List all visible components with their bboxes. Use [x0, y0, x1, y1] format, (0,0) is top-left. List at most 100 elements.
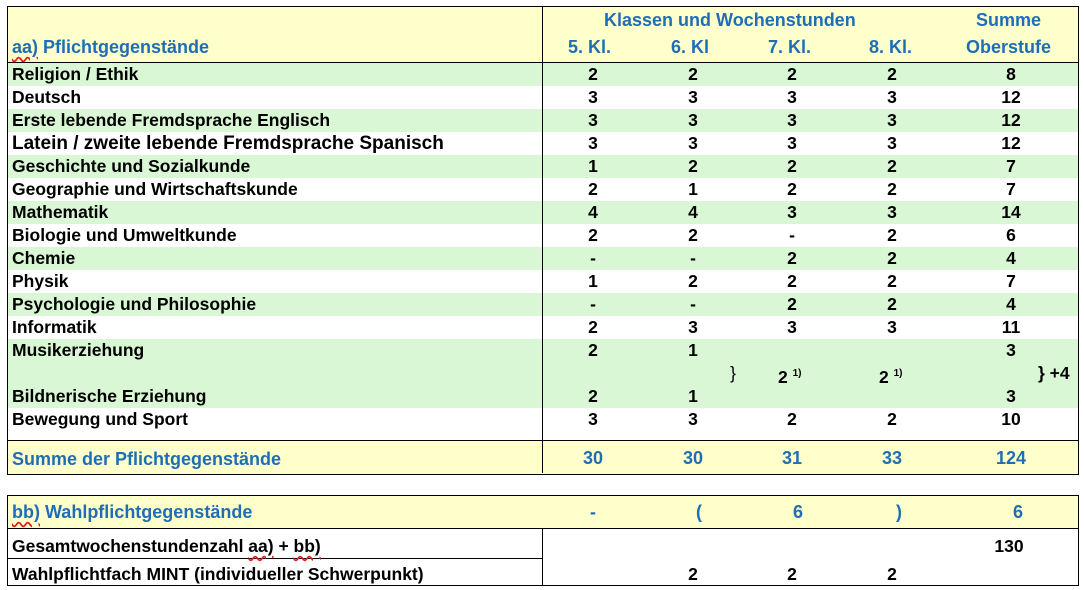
- cell-sum: 8: [1006, 64, 1016, 84]
- subject-label: Chemie: [12, 248, 76, 268]
- cell-k6: 3: [688, 110, 698, 130]
- row-separator: [8, 558, 542, 559]
- elective-label: bb) Wahlpflichtgegenstände: [12, 501, 252, 523]
- art-k5: 2: [588, 386, 598, 406]
- cell-k5: 4: [588, 202, 598, 222]
- sum-extra: } +4: [1038, 363, 1070, 383]
- table-row: Chemie - - 2 2 4: [8, 247, 1078, 270]
- column-header-7: 7. Kl.: [768, 37, 812, 57]
- subject-label: Psychologie und Philosophie: [12, 294, 257, 314]
- total-row: Summe der Pflichtgegenstände 30 30 31 33…: [7, 440, 1079, 475]
- elective-k8: ): [896, 502, 902, 522]
- table-row: Geographie und Wirtschaftskunde 2 1 2 2 7: [8, 178, 1078, 201]
- total-k6: 30: [682, 448, 704, 468]
- mint-k7: 2: [787, 564, 797, 584]
- music-k5: 2: [588, 340, 598, 360]
- merged-k8: 2 1): [879, 362, 903, 389]
- cell-k8: 2: [887, 64, 897, 84]
- cell-k6: 1: [688, 179, 698, 199]
- cell-k6: 2: [688, 271, 698, 291]
- cell-k8: 3: [887, 87, 897, 107]
- cell-k5: 3: [588, 110, 598, 130]
- cell-k7: 3: [787, 110, 797, 130]
- cell-k8: 2: [887, 409, 897, 429]
- subject-label: Biologie und Umweltkunde: [12, 225, 237, 245]
- cell-sum: 7: [1006, 271, 1016, 291]
- grand-total-plus: +: [273, 536, 294, 556]
- subject-label: Geschichte und Sozialkunde: [12, 156, 251, 176]
- cell-k6: -: [690, 294, 696, 314]
- cell-k6: 3: [688, 133, 698, 153]
- cell-k6: 2: [688, 156, 698, 176]
- elective-row: bb) Wahlpflichtgegenstände - ( 6 ) 6: [7, 495, 1079, 529]
- cell-sum: 14: [1001, 202, 1021, 222]
- footnote-mark: 1): [792, 368, 802, 379]
- cell-k7: 2: [787, 156, 797, 176]
- sum-title-line1: Summe: [976, 10, 1042, 30]
- table-row: Biologie und Umweltkunde 2 2 - 2 6: [8, 224, 1078, 247]
- music-k6: 1: [688, 340, 698, 360]
- cell-k5: 1: [588, 156, 598, 176]
- cell-k5: -: [590, 294, 596, 314]
- cell-k7: 2: [787, 294, 797, 314]
- cell-sum: 12: [1001, 110, 1021, 130]
- elective-k6: (: [696, 502, 702, 522]
- cell-sum: 6: [1006, 225, 1016, 245]
- column-header-8: 8. Kl.: [869, 37, 913, 57]
- music-art-block: Musikerziehung 2 1 3} 2 1) 2 1)} +4 Bildnerisc…: [8, 339, 1078, 408]
- cell-k8: 3: [887, 317, 897, 337]
- cell-k6: 3: [688, 317, 698, 337]
- main-table: aa) Pflichtgegenstände Klassen und Woche…: [7, 6, 1079, 475]
- section-prefix: aa): [12, 37, 39, 57]
- subject-label: Informatik: [12, 317, 97, 337]
- subject-rows: Religion / Ethik 2 2 2 2 8 Deutsch 3 3 3 3 12 Erste …: [8, 63, 1078, 440]
- cell-k5: 2: [588, 179, 598, 199]
- subject-label: Latein / zweite lebende Fremdsprache Spa…: [12, 133, 444, 154]
- cell-k6: 3: [688, 409, 698, 429]
- cell-sum: 7: [1006, 179, 1016, 199]
- table-row: Geschichte und Sozialkunde 1 2 2 2 7: [8, 155, 1078, 178]
- merged-k7-value: 2: [778, 366, 788, 387]
- sum-title-line2: Oberstufe: [966, 37, 1052, 57]
- section-title-text: Pflichtgegenstände: [38, 37, 210, 57]
- merged-k8-value: 2: [879, 366, 889, 387]
- column-divider-2: [542, 529, 543, 585]
- cell-k8: 2: [887, 179, 897, 199]
- brace-mark: }: [730, 363, 736, 383]
- cell-k7: 3: [787, 317, 797, 337]
- grand-total-aa: aa): [248, 536, 274, 556]
- cell-sum: 12: [1001, 87, 1021, 107]
- column-divider: [542, 7, 543, 473]
- cell-k5: -: [590, 248, 596, 268]
- subject-label: Musikerziehung: [12, 340, 145, 360]
- art-k6: 1: [688, 386, 698, 406]
- group-title: Klassen und Wochenstunden: [604, 10, 856, 30]
- subject-label: Geographie und Wirtschaftskunde: [12, 179, 298, 199]
- mint-k8: 2: [887, 564, 897, 584]
- cell-k6: -: [690, 248, 696, 268]
- table-row: Informatik 2 3 3 3 11: [8, 316, 1078, 339]
- cell-k5: 2: [588, 225, 598, 245]
- table-row: Deutsch 3 3 3 3 12: [8, 86, 1078, 109]
- table-row: Psychologie und Philosophie - - 2 2 4: [8, 293, 1078, 316]
- subject-label: Bewegung und Sport: [12, 409, 188, 429]
- table-row: Bewegung und Sport 3 3 2 2 10: [8, 408, 1078, 431]
- table-row: Religion / Ethik 2 2 2 2 8: [8, 63, 1078, 86]
- cell-k5: 2: [588, 317, 598, 337]
- grand-total-bb: bb): [293, 536, 321, 556]
- subject-label: Physik: [12, 271, 69, 291]
- column-header-6: 6. Kl: [671, 37, 710, 57]
- cell-k7: -: [789, 225, 795, 245]
- subject-label: Religion / Ethik: [12, 64, 139, 84]
- music-sum: 3: [1006, 340, 1016, 360]
- cell-sum: 11: [1001, 317, 1021, 337]
- cell-k6: 2: [688, 225, 698, 245]
- cell-k8: 2: [887, 248, 897, 268]
- cell-k7: 3: [787, 87, 797, 107]
- elective-prefix: bb): [12, 502, 40, 522]
- total-k5: 30: [582, 448, 604, 468]
- cell-k7: 3: [787, 133, 797, 153]
- cell-k8: 2: [887, 271, 897, 291]
- subject-label: Bildnerische Erziehung: [12, 386, 207, 406]
- column-header-5: 5. Kl.: [568, 37, 612, 57]
